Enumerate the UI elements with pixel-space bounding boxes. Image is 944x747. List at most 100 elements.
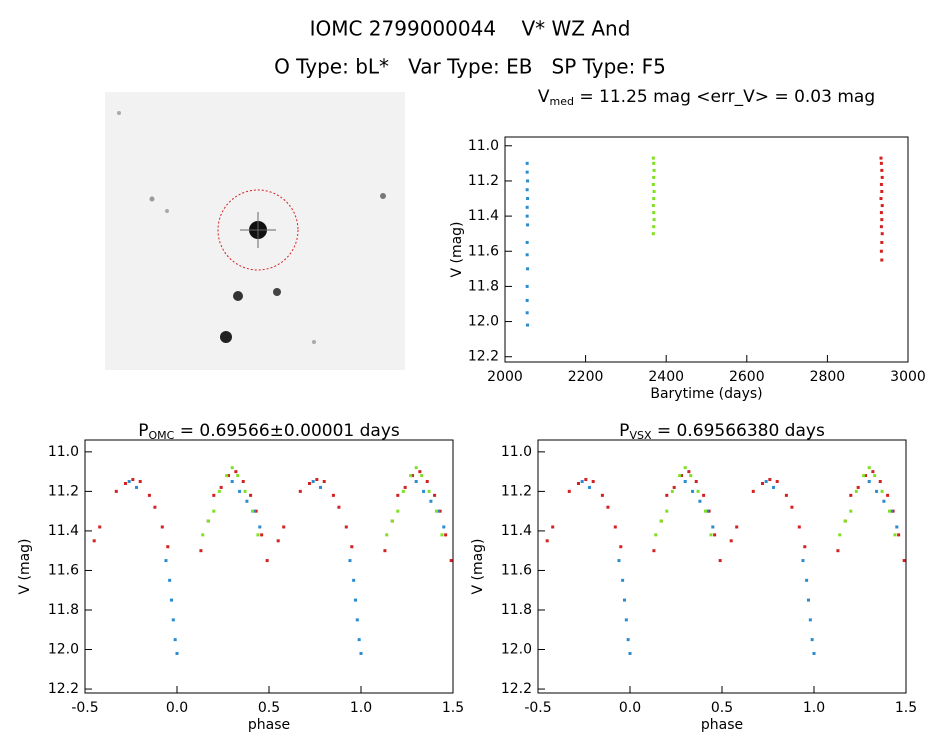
point (670, 489, 674, 493)
point (622, 598, 626, 602)
point (709, 533, 713, 537)
point (838, 533, 842, 537)
point (651, 204, 655, 208)
point (707, 509, 711, 513)
plot-frame (504, 136, 909, 363)
title-part: OMC (148, 429, 174, 442)
point (383, 549, 387, 553)
point (878, 480, 882, 484)
point (613, 525, 617, 529)
y-tick-label: 11.4 (501, 523, 532, 539)
point (626, 638, 630, 642)
point (702, 493, 706, 497)
title-part: = 0.69566±0.00001 days (174, 421, 400, 441)
point (651, 232, 655, 236)
title-part: = 0.69566380 days (651, 421, 824, 441)
point (808, 618, 812, 622)
point (689, 474, 693, 478)
x-axis-label: Barytime (days) (650, 386, 762, 402)
y-tick-label: 12.0 (468, 314, 499, 330)
point (705, 509, 709, 513)
point (525, 311, 529, 315)
point (652, 225, 656, 229)
point (243, 489, 247, 493)
point (718, 559, 722, 563)
point (887, 509, 891, 513)
x-tick-label: 2200 (568, 369, 604, 385)
point (401, 489, 405, 493)
point (584, 478, 588, 482)
point (652, 189, 656, 193)
point (422, 489, 426, 493)
point (396, 493, 400, 497)
point (442, 525, 446, 529)
point (434, 509, 438, 513)
point (652, 211, 656, 215)
point (256, 533, 260, 537)
point (784, 493, 788, 497)
title-part: VSX (629, 429, 652, 442)
point (812, 651, 816, 655)
point (265, 559, 269, 563)
point (433, 493, 437, 497)
point (882, 499, 886, 503)
point (238, 489, 242, 493)
point (353, 598, 357, 602)
point (880, 189, 884, 193)
point (396, 509, 400, 513)
point (588, 485, 592, 489)
point (260, 533, 264, 537)
point (856, 485, 860, 489)
title-part: med (550, 95, 574, 108)
point (551, 525, 555, 529)
x-tick-label: 1.5 (895, 700, 917, 716)
point (751, 489, 755, 493)
x-tick-label: 3000 (890, 369, 926, 385)
point (683, 466, 687, 470)
point (319, 485, 323, 489)
x-tick-label: 1.5 (442, 700, 464, 716)
point (703, 509, 707, 513)
y-tick-label: 11.6 (468, 243, 499, 259)
point (526, 179, 530, 183)
point (92, 539, 96, 543)
point (862, 474, 866, 478)
point (331, 493, 335, 497)
x-axis-label: phase (248, 717, 290, 733)
point (711, 525, 715, 529)
point (879, 161, 883, 165)
point (696, 489, 700, 493)
point (651, 156, 655, 160)
point (206, 519, 210, 523)
point (411, 474, 415, 478)
point (880, 232, 884, 236)
chart-title: POMC = 0.69566±0.00001 days (138, 421, 400, 442)
target-circle (217, 189, 299, 271)
point (526, 267, 530, 271)
plot-frame (537, 439, 907, 694)
point (871, 470, 875, 474)
point (225, 474, 229, 478)
point (772, 485, 776, 489)
point (525, 170, 529, 174)
point (873, 474, 877, 478)
point (864, 474, 868, 478)
star (220, 331, 232, 343)
y-tick-label: 12.2 (468, 349, 499, 365)
point (245, 499, 249, 503)
point (212, 493, 216, 497)
point (665, 493, 669, 497)
point (147, 493, 151, 497)
point (282, 525, 286, 529)
point (171, 618, 175, 622)
point (135, 485, 139, 489)
point (252, 509, 256, 513)
point (429, 499, 433, 503)
point (880, 204, 884, 208)
point (879, 211, 883, 215)
point (880, 218, 884, 222)
point (350, 545, 354, 549)
point (348, 559, 352, 563)
point (440, 533, 444, 537)
